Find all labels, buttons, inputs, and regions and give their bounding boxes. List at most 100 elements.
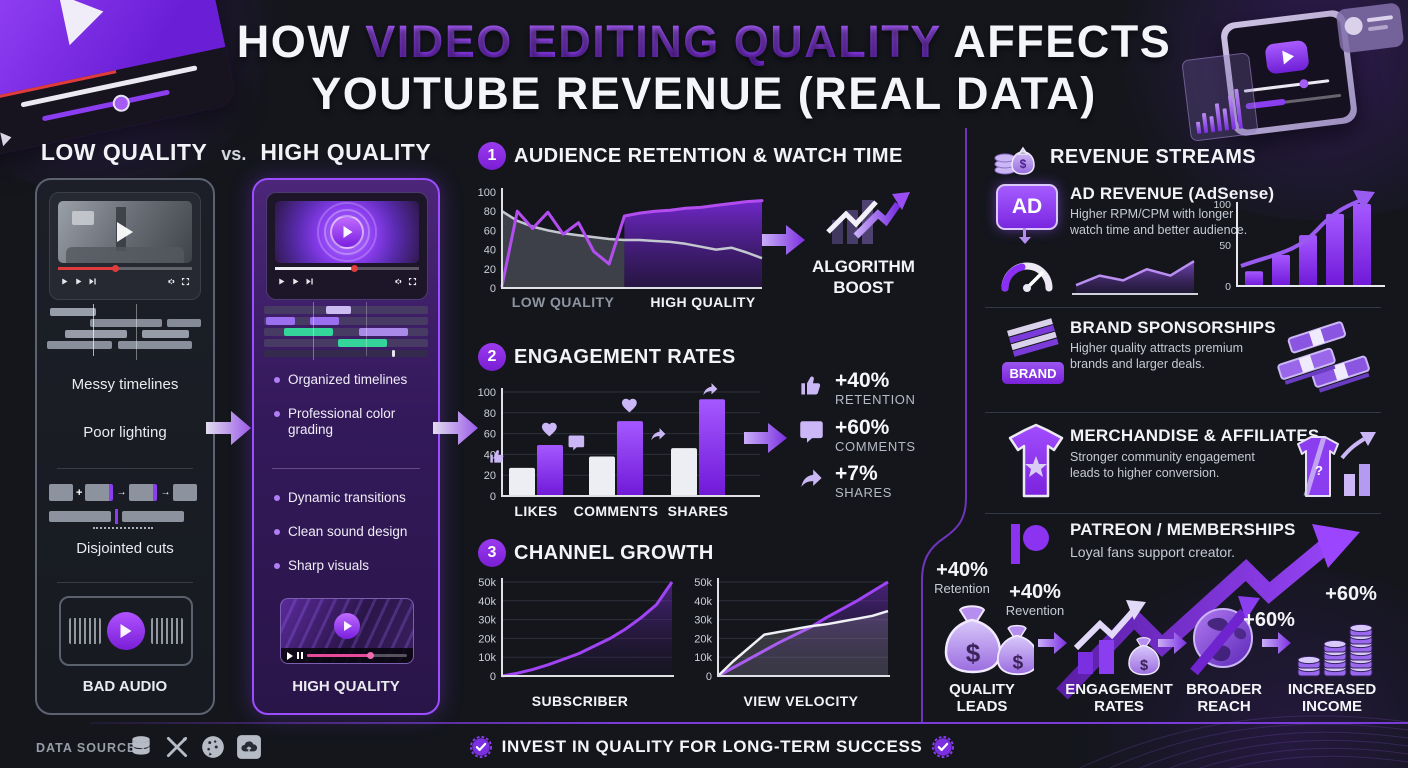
bullet-dot-icon <box>274 411 280 417</box>
svg-text:20: 20 <box>484 264 496 276</box>
arrow-right-icon <box>762 225 805 255</box>
svg-text:80: 80 <box>484 408 496 420</box>
svg-text:$: $ <box>1020 157 1027 171</box>
organized-timeline-graphic <box>264 302 428 360</box>
flow-step-label: BROADER REACH <box>1186 681 1262 715</box>
svg-text:$: $ <box>1140 658 1148 674</box>
subscriber-label: SUBSCRIBER <box>531 693 629 709</box>
svg-text:40k: 40k <box>694 596 712 608</box>
bullet-text: Clean sound design <box>288 524 408 539</box>
ad-badge: AD <box>996 184 1058 230</box>
section2-title: ENGAGEMENT RATES <box>514 346 736 368</box>
flow-annotation-value: +40% <box>936 559 988 581</box>
settings-gear-icon <box>394 277 403 286</box>
low-quality-card: Messy timelines Poor lighting + → → Disj… <box>35 178 215 715</box>
cash-stack-icon <box>1277 321 1370 393</box>
section-number-badge: 3 <box>478 539 506 567</box>
play-icon <box>291 277 300 286</box>
svg-text:40: 40 <box>484 449 496 461</box>
brand-sponsorships-title: BRAND SPONSORSHIPS <box>1070 318 1276 337</box>
stat-shares: +7% SHARES <box>798 463 892 500</box>
messy-timeline-graphic <box>47 304 201 360</box>
player-controls <box>60 277 190 286</box>
high-quality-player <box>266 192 428 300</box>
stat-retention: +40% RETENTION <box>798 370 916 407</box>
svg-text:100: 100 <box>478 187 496 199</box>
svg-text:10k: 10k <box>478 652 496 664</box>
svg-text:50k: 50k <box>478 577 496 589</box>
footer-banner-text: INVEST IN QUALITY FOR LONG-TERM SUCCESS <box>501 737 923 756</box>
comment-bubble-icon <box>798 419 825 446</box>
comparison-header: LOW QUALITY vs. HIGH QUALITY <box>35 139 437 166</box>
skip-next-icon <box>305 277 314 286</box>
high-quality-card: Organized timelines Professional color g… <box>252 178 440 715</box>
high-bullet-item: Sharp visuals <box>274 558 429 574</box>
bad-audio-graphic <box>59 596 193 666</box>
ad-revenue-desc: Higher RPM/CPM with longer watch time an… <box>1070 207 1248 237</box>
bullet-dot-icon <box>274 377 280 383</box>
retention-xlabel-high: HIGH QUALITY <box>650 294 756 310</box>
growth-zigzag-arrow <box>1056 524 1360 700</box>
ad-revenue-bar-chart: 0 50 100 <box>1213 190 1385 293</box>
progress-bar <box>58 265 192 272</box>
arrow-right-icon <box>744 423 787 453</box>
low-quality-video-thumbnail <box>58 201 192 263</box>
brand-sponsorships-desc: Higher quality attracts premium brands a… <box>1070 341 1243 371</box>
svg-text:40: 40 <box>484 245 496 257</box>
decorative-mini-chart <box>1181 52 1259 142</box>
engagement-cat-shares: SHARES <box>667 503 729 519</box>
settings-gear-icon <box>167 277 176 286</box>
low-caption-disjointed-cuts: Disjointed cuts <box>76 540 174 557</box>
flow-annotation-label: Retention <box>934 581 990 596</box>
stat-label: RETENTION <box>835 392 916 407</box>
play-icon <box>74 277 83 286</box>
stat-value: +40% <box>835 369 890 392</box>
arrow-down-head <box>1019 237 1031 244</box>
flow-annotation-label: Revention <box>1005 603 1065 618</box>
bullet-dot-icon <box>274 563 280 569</box>
low-quality-heading: LOW QUALITY <box>40 139 208 165</box>
title-part-pre: HOW <box>236 16 366 67</box>
section-number-badge: 1 <box>478 142 506 170</box>
play-icon <box>60 277 69 286</box>
bullet-text: Dynamic transitions <box>288 490 406 505</box>
high-bullet-item: Clean sound design <box>274 524 429 540</box>
svg-text:60: 60 <box>484 429 496 441</box>
svg-text:40k: 40k <box>478 596 496 608</box>
engagement-rates-icon: $ <box>1073 600 1160 676</box>
skip-next-icon <box>88 277 97 286</box>
bad-audio-label: BAD AUDIO <box>82 678 168 695</box>
decorative-profile-card <box>1335 2 1405 54</box>
high-bullet-item: Dynamic transitions <box>274 490 429 506</box>
fullscreen-icon <box>181 277 190 286</box>
bullet-text: Sharp visuals <box>288 558 370 573</box>
view-velocity-label: VIEW VELOCITY <box>743 693 859 709</box>
play-icon <box>117 222 133 242</box>
svg-text:30k: 30k <box>478 615 496 627</box>
waveform-icon <box>151 618 183 644</box>
svg-text:60: 60 <box>484 225 496 237</box>
play-icon <box>334 612 360 639</box>
svg-text:?: ? <box>1315 463 1323 478</box>
svg-text:0: 0 <box>706 671 712 683</box>
algorithm-boost-icon <box>826 192 910 244</box>
thumbs-up-icon <box>798 372 825 399</box>
arrow-right-icon <box>1158 630 1188 661</box>
low-quality-player <box>49 192 201 300</box>
divider <box>272 468 420 469</box>
engagement-cat-comments: COMMENTS <box>573 503 659 519</box>
divider <box>57 582 193 583</box>
quality-leads-icon: $ $ <box>944 605 1034 676</box>
play-icon <box>58 0 109 46</box>
check-badge-icon <box>469 736 492 758</box>
waveform-icon <box>69 618 101 644</box>
data-sources-label: DATA SOURCES: <box>36 741 151 755</box>
section-number-badge: 2 <box>478 343 506 371</box>
footer-divider <box>90 722 1408 724</box>
arrow-right-icon <box>1038 630 1068 661</box>
svg-text:$: $ <box>966 638 981 668</box>
disjointed-cuts-graphic: + → → <box>49 484 201 529</box>
coin-stacks-icon <box>1297 623 1373 677</box>
bullet-text: Professional color grading <box>288 406 396 437</box>
